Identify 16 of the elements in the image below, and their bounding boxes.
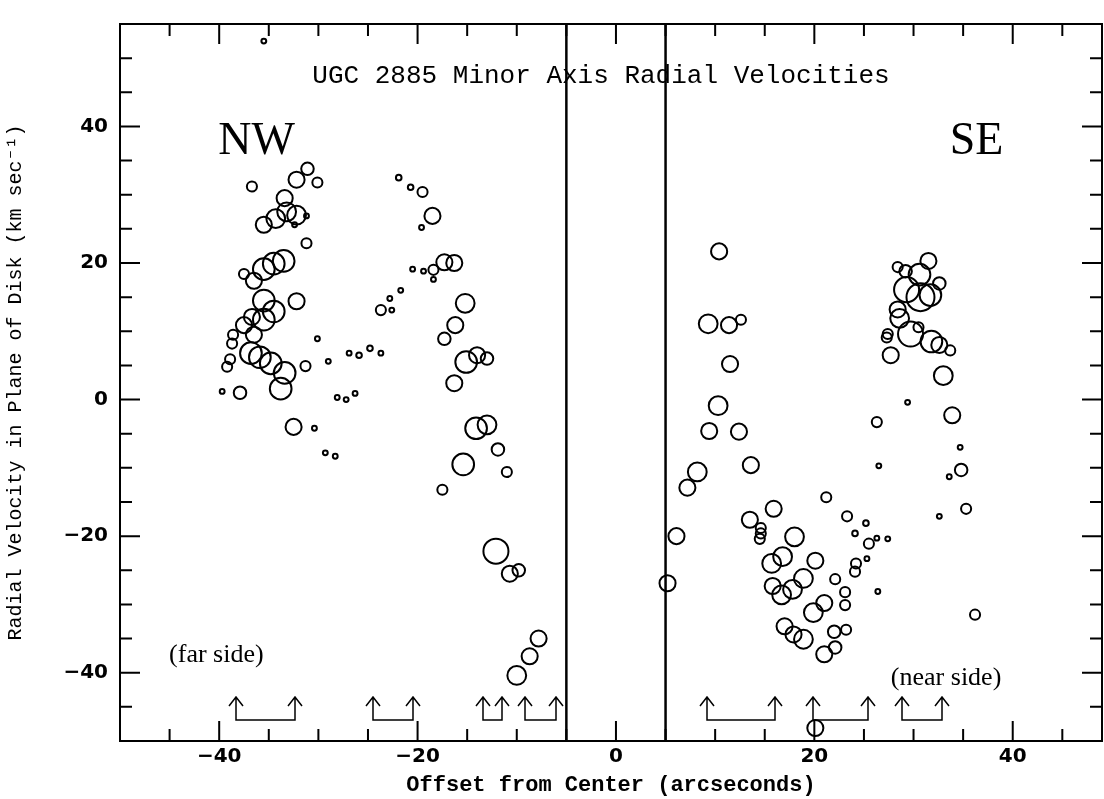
x-tick-label: 20 — [800, 743, 829, 768]
annotation: NW — [218, 113, 296, 165]
x-tick-label: 0 — [609, 743, 623, 768]
annotation: SE — [949, 113, 1004, 165]
x-tick-label: −40 — [196, 743, 242, 768]
y-tick-label: −20 — [63, 522, 108, 547]
y-tick-label: −40 — [63, 658, 108, 683]
x-tick-label: −20 — [395, 743, 440, 768]
y-tick-label: 0 — [94, 385, 108, 410]
y-axis-title: Radial Velocity in Plane of Disk (km sec⁻¹) — [4, 124, 28, 641]
annotation: (far side) — [169, 638, 264, 668]
y-tick-label: 20 — [80, 249, 108, 274]
x-axis-title: Offset from Center (arcseconds) — [406, 773, 816, 799]
x-tick-label: 40 — [998, 743, 1027, 768]
y-tick-label: 40 — [80, 112, 108, 137]
annotation: (near side) — [890, 661, 1002, 691]
